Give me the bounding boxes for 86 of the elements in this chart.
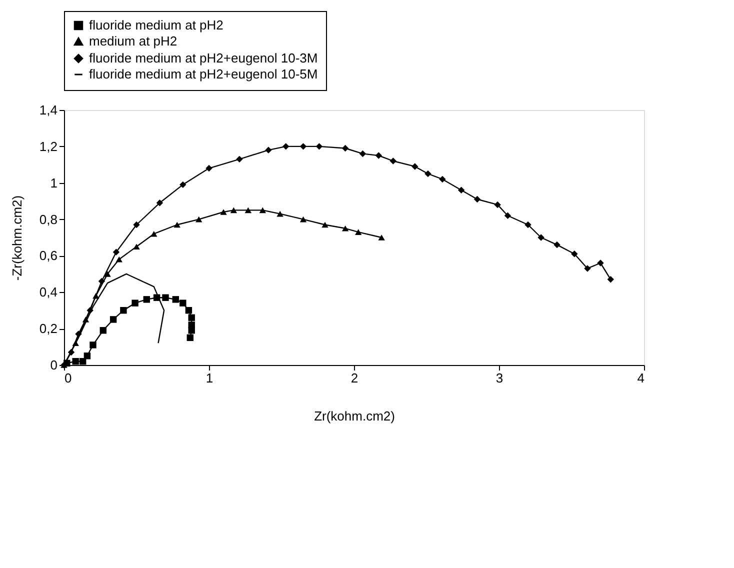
point: [86, 307, 94, 314]
y-tick-label: 1: [50, 175, 58, 190]
point: [236, 156, 243, 163]
point: [244, 207, 252, 214]
point: [300, 216, 307, 222]
y-tick-label: 1,4: [39, 102, 58, 118]
point: [504, 212, 512, 219]
point: [359, 150, 366, 158]
point: [342, 144, 349, 152]
point: [92, 292, 100, 299]
y-tick-label: 0,4: [39, 284, 58, 300]
point: [342, 225, 349, 232]
point: [174, 222, 180, 228]
legend-label: medium at pH2: [89, 34, 178, 48]
point: [82, 316, 90, 322]
y-axis-title: -Zr(kohm.cm2): [9, 195, 24, 281]
point: [259, 207, 266, 214]
point: [180, 300, 186, 306]
point: [143, 296, 150, 303]
point: [156, 200, 164, 206]
point: [378, 234, 385, 240]
point: [322, 222, 328, 228]
point: [220, 209, 227, 215]
point: [195, 216, 202, 222]
x-axis-title: Zr(kohm.cm2): [314, 408, 395, 424]
x-tick-label: 2: [350, 370, 358, 386]
point: [104, 271, 111, 277]
legend-label: fluoride medium at pH2: [89, 18, 224, 32]
point: [265, 146, 272, 154]
point: [607, 276, 614, 283]
point: [185, 307, 192, 314]
point: [458, 186, 465, 194]
point: [180, 181, 186, 188]
point: [276, 210, 284, 217]
legend-label: fluoride medium at pH2+eugenol 10-5M: [89, 66, 318, 82]
point: [133, 221, 140, 228]
point: [390, 158, 397, 164]
x-tick-label: 0: [64, 370, 72, 386]
point: [186, 334, 194, 342]
point: [162, 294, 169, 301]
point: [72, 340, 79, 346]
point: [116, 256, 122, 262]
x-tick-label: 1: [206, 370, 214, 386]
point: [524, 221, 532, 228]
point: [474, 196, 481, 203]
point: [188, 314, 195, 321]
y-tick-label: 1,2: [39, 138, 58, 154]
y-tick-label: 0: [50, 358, 58, 372]
point: [84, 352, 91, 360]
point: [538, 234, 544, 241]
point: [172, 296, 180, 303]
point: [412, 163, 418, 170]
point: [110, 316, 117, 323]
point: [90, 342, 96, 348]
y-tick-label: 0,6: [39, 248, 58, 264]
point: [98, 278, 106, 285]
point: [133, 244, 140, 250]
point: [300, 143, 307, 150]
point: [72, 358, 79, 365]
point: [75, 330, 82, 338]
point: [554, 241, 560, 248]
point: [230, 207, 238, 214]
point: [153, 294, 160, 301]
point: [206, 164, 212, 172]
point: [282, 143, 290, 150]
point: [584, 265, 591, 272]
point: [316, 143, 323, 150]
point: [112, 248, 120, 256]
point: [188, 327, 195, 334]
point: [132, 300, 138, 306]
x-tick-label: 3: [496, 370, 504, 386]
point: [100, 327, 107, 334]
y-tick-label: 0,8: [39, 212, 58, 227]
point: [424, 170, 432, 178]
point: [494, 201, 501, 208]
point: [120, 307, 127, 314]
y-tick-label: 0,2: [39, 321, 58, 336]
point: [439, 176, 446, 183]
point: [354, 229, 362, 235]
point: [150, 230, 158, 237]
point: [597, 260, 604, 266]
point: [571, 250, 578, 258]
point: [68, 348, 75, 356]
x-tick-label: 4: [637, 370, 644, 386]
legend-label: fluoride medium at pH2+eugenol 10-3M: [89, 50, 318, 66]
point: [375, 152, 382, 159]
